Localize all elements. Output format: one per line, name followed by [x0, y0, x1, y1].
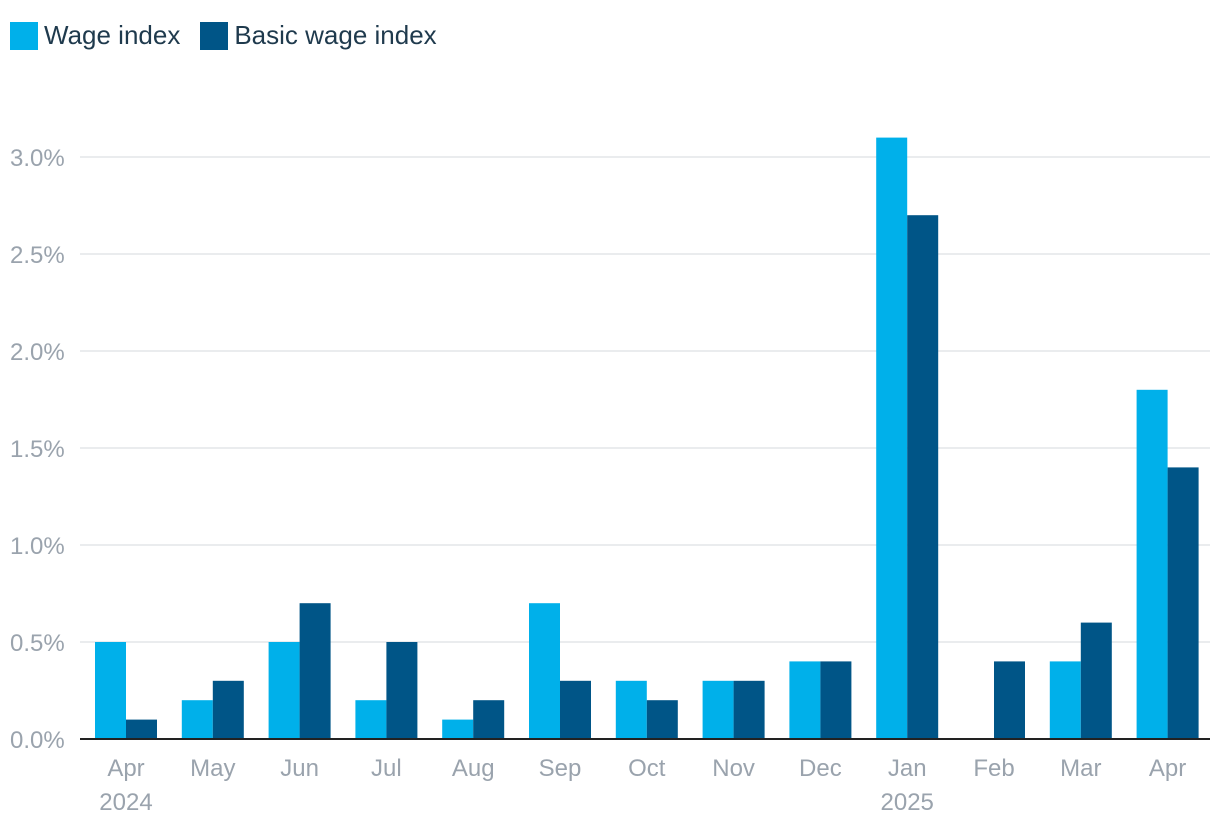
- bar-basic-wage-index: [560, 680, 591, 739]
- bar-wage-index: [529, 603, 560, 739]
- x-tick-label: Jul: [371, 755, 402, 782]
- x-year-label: 2024: [99, 789, 152, 816]
- bar-wage-index: [702, 680, 734, 739]
- x-tick-label: Feb: [973, 755, 1014, 782]
- bar-basic-wage-index: [386, 642, 418, 739]
- bar-wage-index: [789, 661, 821, 739]
- legend: Wage index Basic wage index: [10, 20, 437, 51]
- bar-basic-wage-index: [212, 680, 244, 739]
- legend-label-basic-wage-index: Basic wage index: [234, 20, 437, 50]
- y-tick-label: 1.5%: [10, 436, 65, 463]
- bar-basic-wage-index: [126, 719, 157, 739]
- bar-wage-index: [1136, 389, 1168, 739]
- bar-basic-wage-index: [820, 661, 852, 739]
- x-year-label: 2025: [881, 789, 934, 816]
- bar-wage-index: [181, 700, 213, 739]
- x-tick-label: Jun: [280, 755, 319, 782]
- bar-basic-wage-index: [473, 700, 505, 739]
- bar-wage-index: [442, 719, 474, 739]
- x-tick-label: Oct: [628, 755, 666, 782]
- bar-wage-index: [1049, 661, 1081, 739]
- bar-basic-wage-index: [646, 700, 678, 739]
- bar-wage-index: [268, 642, 300, 739]
- y-tick-label: 1.0%: [10, 533, 65, 560]
- bar-wage-index: [615, 680, 647, 739]
- y-tick-label: 0.0%: [10, 727, 65, 754]
- legend-swatch-wage-index: [10, 21, 38, 50]
- x-tick-label: Apr: [107, 755, 144, 782]
- legend-label-wage-index: Wage index: [44, 20, 181, 50]
- y-tick-label: 2.5%: [10, 242, 65, 269]
- x-tick-label: Sep: [539, 755, 582, 782]
- bar-wage-index: [95, 642, 126, 739]
- x-tick-label: Dec: [799, 755, 842, 782]
- legend-item-basic-wage-index: Basic wage index: [200, 20, 437, 51]
- legend-item-wage-index: Wage index: [10, 20, 180, 51]
- bar-basic-wage-index: [1167, 467, 1199, 739]
- x-tick-label: Nov: [712, 755, 755, 782]
- bar-wage-index: [355, 700, 387, 739]
- x-tick-label: Apr: [1149, 755, 1186, 782]
- x-tick-label: May: [190, 755, 235, 782]
- x-tick-label: Jan: [888, 755, 927, 782]
- x-tick-label: Aug: [452, 755, 495, 782]
- bar-basic-wage-index: [1080, 622, 1112, 739]
- legend-swatch-basic-wage-index: [200, 21, 229, 50]
- bar-basic-wage-index: [733, 680, 765, 739]
- bar-basic-wage-index: [299, 603, 331, 739]
- x-tick-label: Mar: [1060, 755, 1101, 782]
- y-tick-label: 3.0%: [10, 145, 65, 172]
- bar-basic-wage-index: [907, 215, 939, 739]
- bar-basic-wage-index: [994, 661, 1025, 739]
- y-tick-label: 2.0%: [10, 339, 65, 366]
- bar-wage-index: [876, 137, 908, 740]
- y-tick-label: 0.5%: [10, 630, 65, 657]
